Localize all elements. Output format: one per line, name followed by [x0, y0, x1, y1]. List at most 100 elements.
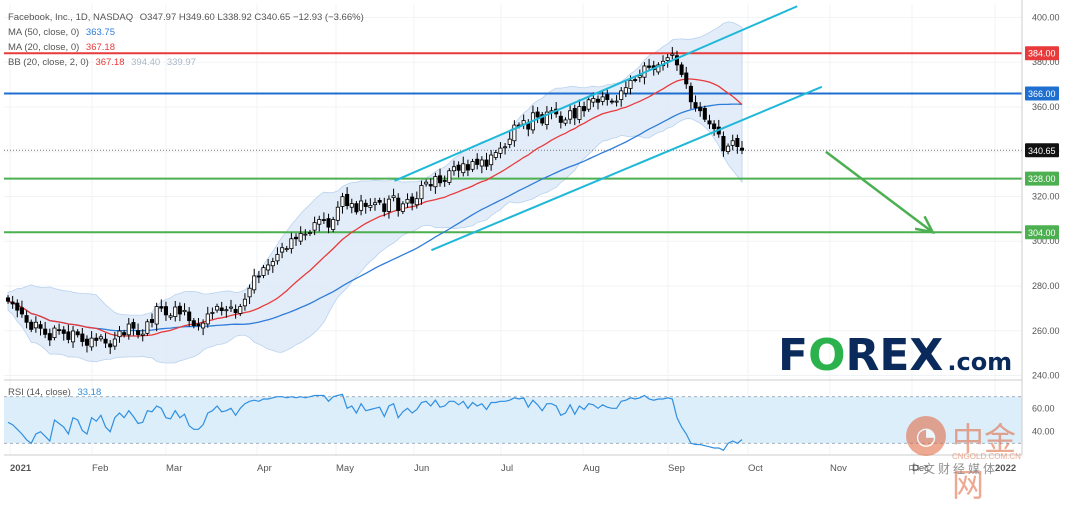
candle-body [84, 338, 90, 346]
forex-logo-f: F [778, 330, 809, 381]
candle-body [647, 65, 652, 68]
candle-body [679, 64, 684, 75]
candle-body [693, 102, 698, 109]
candle-body [112, 338, 117, 347]
candle-body [410, 196, 415, 204]
candle-body [665, 57, 670, 61]
candle-body [215, 305, 220, 311]
candle-body [368, 205, 373, 208]
price-tick-label: 380.00 [1032, 57, 1060, 67]
rsi-tick-label: 60.00 [1032, 403, 1055, 413]
candle-body [591, 98, 596, 103]
bb-basis-value: 367.18 [95, 57, 125, 68]
candle-body [349, 203, 354, 208]
cngold-coin-icon: ◔ [906, 416, 946, 456]
candle-body [256, 275, 261, 278]
candle-body [98, 336, 103, 340]
candle-body [670, 53, 675, 56]
candle-body [609, 100, 614, 103]
candle-body [326, 218, 331, 228]
rsi-line [7, 393, 743, 452]
price-tick-label: 280.00 [1032, 281, 1060, 291]
candle-body [131, 322, 136, 329]
candle-body [739, 147, 745, 151]
candle-body [340, 196, 345, 207]
candle-body [359, 200, 364, 211]
price-tag-label: 340.65 [1028, 146, 1056, 156]
candle-body [614, 100, 619, 103]
candle-body [489, 154, 494, 166]
price-tick-label: 260.00 [1032, 326, 1060, 336]
ma20-label: MA (20, close, 0) [8, 42, 80, 53]
candle-body [633, 79, 638, 81]
candle-body [465, 164, 470, 171]
candle-body [451, 166, 457, 172]
rsi-pane: 60.00 40.00 [4, 393, 1055, 456]
candle-body [563, 119, 568, 124]
rsi-legend[interactable]: RSI (14, close) 33.18 [8, 387, 101, 398]
candle-body [312, 222, 317, 231]
ma20-value: 367.18 [85, 42, 115, 53]
price-tag-label: 304.00 [1028, 228, 1056, 238]
time-tick-label: Sep [668, 463, 685, 474]
candle-body [94, 337, 99, 341]
candle-body [512, 124, 517, 142]
price-tag-bg [1025, 225, 1059, 240]
price-chart[interactable]: 60.00 40.00 400.00380.00360.00340.00320.0… [0, 0, 1066, 485]
candle-body [163, 306, 168, 316]
candle-body [572, 108, 577, 119]
time-tick-label: Feb [92, 463, 108, 474]
ma20-row[interactable]: MA (20, close, 0) 367.18 [8, 40, 364, 55]
candle-body [684, 72, 689, 85]
candle-body [224, 309, 229, 312]
candle-body [702, 108, 707, 120]
symbol-row: Facebook, Inc., 1D, NASDAQ O347.97 H349.… [8, 10, 364, 25]
time-axis: 2021 Feb Mar Apr May Jun Jul Aug Sep Oct Nov Dec 202… [10, 463, 1016, 474]
bollinger-band [7, 21, 743, 364]
candle-body [173, 306, 178, 317]
candle-body [354, 203, 359, 213]
candle-body [331, 219, 336, 230]
candle-body [126, 323, 131, 336]
candle-body [712, 123, 717, 130]
time-tick-label: Dec [912, 463, 929, 474]
candle-body [493, 152, 498, 158]
candle-body [619, 90, 624, 100]
ma50-row[interactable]: MA (50, close, 0) 363.75 [8, 25, 364, 40]
candle-body [233, 308, 238, 314]
price-tag-bg [1025, 46, 1059, 61]
candle-body [461, 163, 466, 174]
rsi-tick-label: 40.00 [1032, 427, 1055, 437]
candle-body [503, 146, 508, 149]
candle-body [498, 147, 503, 154]
forecast-arrow-head [914, 215, 936, 235]
bb-row[interactable]: BB (20, close, 2, 0) 367.18 394.40 339.9… [8, 55, 364, 70]
candle-body [238, 306, 243, 314]
candle-body [442, 180, 447, 182]
candle-body [159, 306, 164, 309]
rsi-label: RSI (14, close) [8, 387, 71, 398]
candle-body [707, 120, 712, 125]
price-tag-label: 384.00 [1028, 49, 1056, 59]
candle-body [726, 145, 731, 153]
candle-body [275, 254, 280, 262]
candle-body [377, 199, 382, 203]
candle-body [637, 75, 642, 78]
candle-body [582, 106, 587, 112]
symbol-label: Facebook, Inc., 1D, NASDAQ [8, 12, 134, 23]
candle-body [628, 79, 633, 89]
time-tick-label: Jul [501, 463, 513, 474]
chart-grid [4, 4, 1022, 455]
bb-lower-value: 339.97 [166, 57, 196, 68]
candle-body [57, 329, 62, 332]
time-tick-label: May [336, 463, 354, 474]
candle-body [196, 323, 201, 327]
candle-body [479, 159, 484, 167]
price-tag-bg [1025, 171, 1059, 186]
price-axis: 400.00380.00360.00340.00320.00300.00280.… [1021, 0, 1060, 455]
candle-body [298, 233, 303, 242]
candle-body [363, 202, 368, 207]
candle-body [71, 330, 76, 343]
candle-body [24, 315, 29, 323]
ma50-value: 363.75 [85, 27, 115, 38]
